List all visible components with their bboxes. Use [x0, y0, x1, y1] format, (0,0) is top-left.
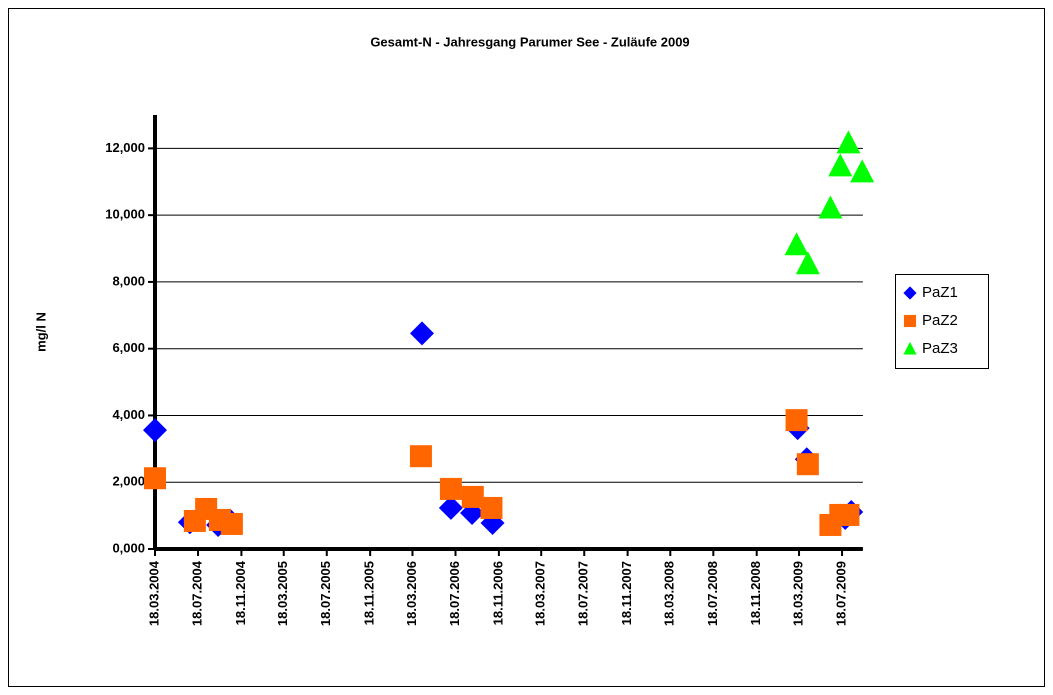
point — [220, 512, 243, 535]
x-tick-label: 18.03.2006 — [404, 561, 419, 626]
y-tick-label: 0,000 — [112, 540, 145, 555]
y-tick-label: 2,000 — [112, 474, 145, 489]
point — [144, 467, 166, 490]
legend-label: PaZ3 — [922, 340, 958, 357]
x-tick-label: 18.07.2007 — [576, 561, 591, 626]
x-tick-label: 18.11.2004 — [233, 560, 248, 625]
x-tick-label: 18.03.2009 — [790, 561, 805, 626]
point — [439, 477, 462, 500]
chart-border — [8, 8, 1045, 687]
point — [409, 321, 434, 346]
point — [480, 496, 503, 519]
x-tick-label: 18.11.2005 — [362, 561, 377, 625]
point — [785, 409, 808, 432]
legend-label: PaZ2 — [922, 312, 958, 329]
point — [461, 485, 484, 508]
y-tick-label: 12,000 — [105, 140, 145, 155]
x-tick-label: 18.07.2005 — [318, 561, 333, 626]
x-tick-label: 18.07.2009 — [833, 561, 848, 626]
y-tick-label: 4,000 — [112, 407, 145, 422]
point — [409, 445, 432, 468]
legend-marker — [903, 341, 917, 355]
point — [836, 130, 861, 154]
point — [828, 153, 853, 177]
point — [795, 251, 820, 275]
x-tick-label: 18.03.2007 — [533, 561, 548, 626]
point — [143, 418, 167, 443]
point — [850, 159, 875, 183]
x-tick-label: 18.03.2005 — [275, 561, 290, 626]
point — [837, 503, 860, 526]
point — [438, 495, 463, 520]
x-tick-label: 18.11.2007 — [619, 561, 634, 625]
legend-marker — [903, 314, 917, 328]
y-tick-label: 6,000 — [112, 340, 145, 355]
x-tick-label: 18.07.2008 — [705, 561, 720, 626]
y-axis-label: mg/l N — [33, 312, 48, 352]
point — [784, 232, 809, 256]
point — [818, 195, 843, 219]
x-tick-label: 18.07.2006 — [447, 561, 462, 626]
y-tick-label: 8,000 — [112, 273, 145, 288]
legend-marker — [903, 286, 917, 300]
x-tick-label: 18.07.2004 — [189, 560, 204, 626]
chart-title: Gesamt-N - Jahresgang Parumer See - Zulä… — [370, 34, 689, 49]
x-tick-label: 18.11.2006 — [490, 561, 505, 625]
y-tick-label: 10,000 — [105, 207, 145, 222]
point — [796, 453, 819, 476]
x-tick-label: 18.03.2008 — [662, 561, 677, 626]
point — [460, 500, 485, 525]
x-tick-label: 18.11.2008 — [748, 561, 763, 625]
x-tick-label: 18.03.2004 — [146, 560, 161, 626]
legend-label: PaZ1 — [922, 284, 958, 301]
